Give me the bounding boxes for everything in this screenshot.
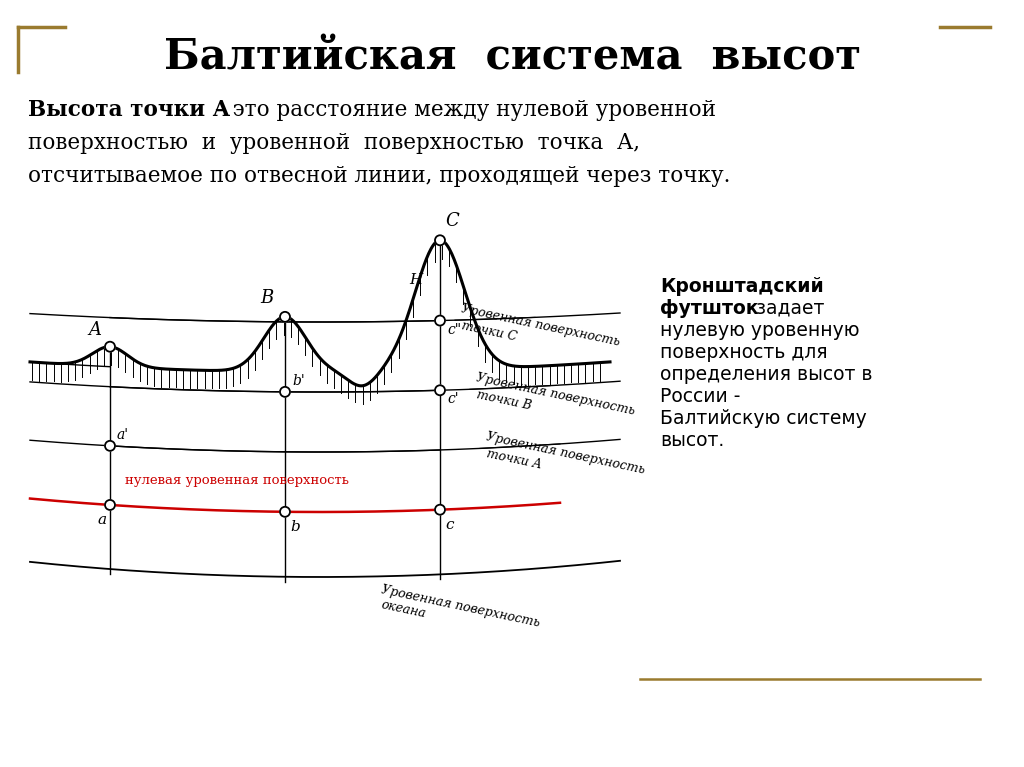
Text: Уровенная поверхность: Уровенная поверхность [380,584,541,630]
Text: Уровенная поверхность: Уровенная поверхность [475,371,636,418]
Text: определения высот в: определения высот в [660,365,872,384]
Text: c': c' [447,392,459,407]
Text: нулевую уровенную: нулевую уровенную [660,321,859,340]
Text: a': a' [117,428,129,442]
Text: Уровенная поверхность: Уровенная поверхность [460,302,621,349]
Circle shape [435,385,445,395]
Text: отсчитываемое по отвесной линии, проходящей через точку.: отсчитываемое по отвесной линии, проходя… [28,165,730,187]
Circle shape [435,315,445,325]
Text: футшток: футшток [660,299,759,318]
Text: точки С: точки С [460,319,518,344]
Circle shape [105,500,115,510]
Text: высот.: высот. [660,431,724,450]
Circle shape [435,235,445,245]
Text: A: A [88,321,101,339]
Text: Кронштадский: Кронштадский [660,277,823,296]
Text: b: b [290,520,300,534]
Circle shape [105,342,115,352]
Text: Балтийскую систему: Балтийскую систему [660,409,866,428]
Text: поверхность для: поверхность для [660,343,827,362]
Circle shape [280,312,290,322]
Text: поверхностью  и  уровенной  поверхностью  точка  А,: поверхностью и уровенной поверхностью то… [28,132,640,154]
Text: России -: России - [660,387,740,406]
Text: Уровенная поверхность: Уровенная поверхность [485,430,646,477]
Text: океана: океана [380,598,427,621]
Text: a: a [97,513,106,527]
Text: B: B [260,289,273,307]
Text: точки А: точки А [485,447,543,472]
Circle shape [280,507,290,517]
Circle shape [435,505,445,515]
Text: Высота точки А: Высота точки А [28,99,230,121]
Text: задает: задает [750,299,824,318]
Text: Балтийская  система  высот: Балтийская система высот [164,37,860,79]
Text: c": c" [447,323,461,337]
Circle shape [105,441,115,451]
Text: – это расстояние между нулевой уровенной: – это расстояние между нулевой уровенной [208,99,716,121]
Text: b': b' [292,374,305,388]
Text: H: H [409,273,422,288]
Circle shape [280,387,290,397]
Text: нулевая уровенная поверхность: нулевая уровенная поверхность [125,474,349,487]
Text: точки В: точки В [475,388,532,413]
Text: C: C [445,212,459,230]
Text: c: c [445,518,454,532]
